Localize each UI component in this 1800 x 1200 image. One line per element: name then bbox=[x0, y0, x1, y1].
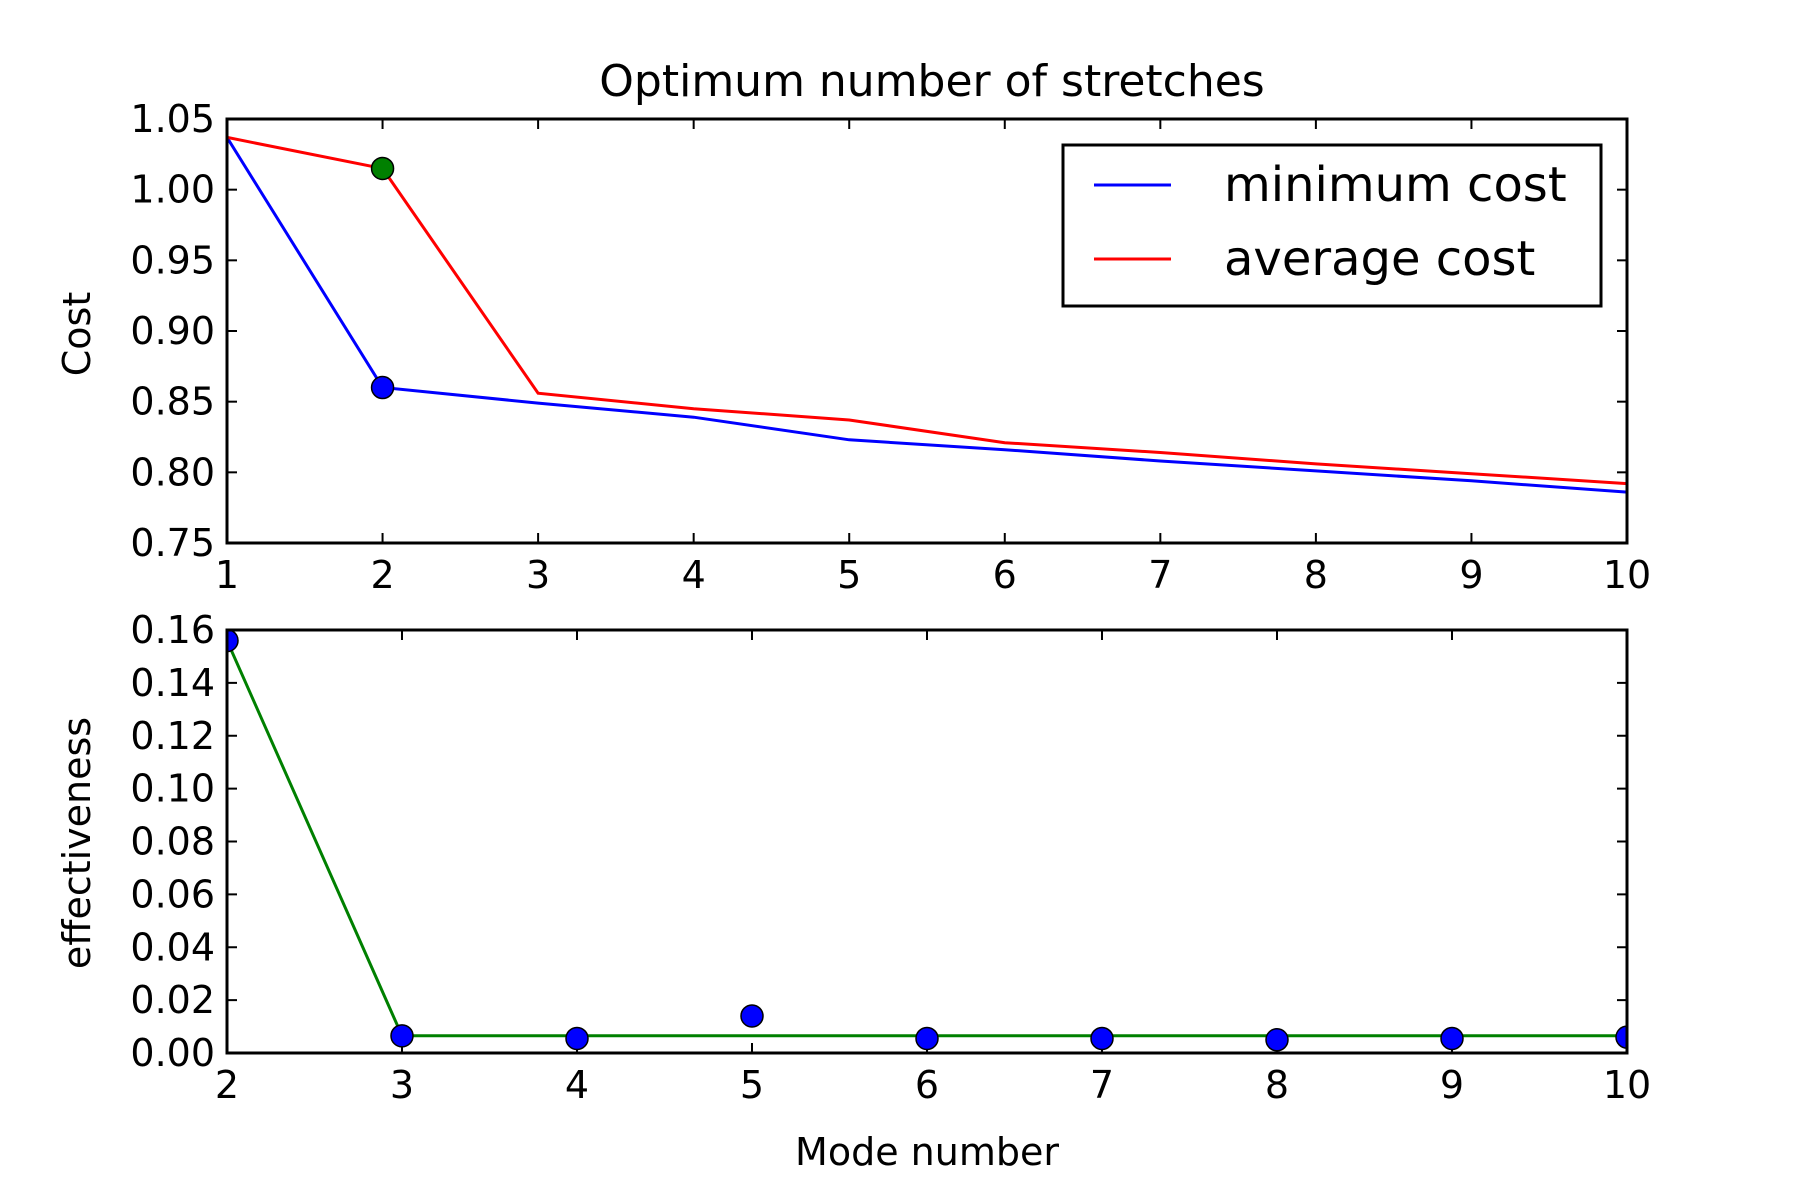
y-tick-label: 0.75 bbox=[130, 521, 215, 565]
series-line-minimum-cost bbox=[227, 136, 1627, 494]
y-tick-label: 0.16 bbox=[130, 608, 215, 652]
x-tick-label: 7 bbox=[1148, 553, 1172, 597]
x-tick-label: 4 bbox=[682, 553, 706, 597]
y-tick-label: 1.05 bbox=[130, 97, 215, 141]
effectiveness-plot-area: 2 3 4 5 6 7 8 9 10 0.00 0.02 0.04 0.06 0.08 0.10 0.12 0.… bbox=[130, 608, 1651, 1107]
series-line-average-cost bbox=[227, 135, 1627, 486]
legend: minimum cost average cost bbox=[1061, 143, 1603, 308]
y-tick-label: 1.00 bbox=[130, 168, 215, 212]
y-tick-label: 0.14 bbox=[130, 661, 215, 705]
y-tick-label: 0.90 bbox=[130, 309, 215, 353]
x-tick-label: 2 bbox=[215, 1063, 239, 1107]
chart-title: Optimum number of stretches bbox=[599, 56, 1264, 107]
x-tick-label: 7 bbox=[1090, 1063, 1114, 1107]
y-tick-label: 0.04 bbox=[130, 925, 215, 969]
scatter-point bbox=[1090, 1026, 1114, 1051]
scatter-point bbox=[1265, 1028, 1289, 1052]
x-tick-label: 5 bbox=[837, 553, 861, 597]
y-tick-label: 0.00 bbox=[130, 1031, 215, 1075]
y-tick-label: 0.12 bbox=[130, 714, 215, 758]
cost-plot-frame bbox=[225, 117, 1629, 545]
cost-plot-area: 1 2 3 4 5 6 7 8 9 10 0.75 0.80 0.85 0.90 0.95 1.00 1.05 bbox=[130, 97, 1651, 597]
scatter-point bbox=[1615, 1025, 1627, 1049]
plot-marks bbox=[227, 630, 1627, 1052]
highlight-marker bbox=[370, 375, 395, 400]
x-tick-label: 10 bbox=[1603, 553, 1651, 597]
y-axis-label: Cost bbox=[55, 292, 99, 376]
y-tick-label: 0.80 bbox=[130, 450, 215, 494]
y-tick-label: 0.02 bbox=[130, 978, 215, 1022]
legend-label-average-cost: average cost bbox=[1224, 231, 1535, 287]
highlight-marker bbox=[370, 156, 395, 181]
y-axis-label: effectiveness bbox=[55, 717, 99, 969]
legend-box bbox=[1061, 143, 1603, 308]
x-tick-label: 10 bbox=[1603, 1063, 1651, 1107]
x-tick-label: 4 bbox=[565, 1063, 589, 1107]
y-tick-label: 0.95 bbox=[130, 238, 215, 282]
legend-label-minimum-cost: minimum cost bbox=[1224, 157, 1567, 213]
scatter-point bbox=[390, 1024, 414, 1048]
scatter-point bbox=[227, 630, 239, 653]
x-tick-label: 8 bbox=[1304, 553, 1328, 597]
x-tick-label: 2 bbox=[370, 553, 394, 597]
scatter-point bbox=[740, 1004, 764, 1028]
y-tick-label: 0.06 bbox=[130, 872, 215, 916]
x-tick-label: 6 bbox=[915, 1063, 939, 1107]
x-tick-label: 1 bbox=[215, 553, 239, 597]
effectiveness-chart: effectiveness Mode number 2 3 4 5 6 7 8 9 10 0.00… bbox=[55, 608, 1651, 1174]
x-tick-label: 9 bbox=[1459, 553, 1483, 597]
x-tick-label: 6 bbox=[993, 553, 1017, 597]
plot-marks bbox=[227, 135, 1627, 494]
scatter-point bbox=[565, 1026, 589, 1051]
x-tick-label: 3 bbox=[390, 1063, 414, 1107]
scatter-point bbox=[1440, 1026, 1464, 1051]
x-tick-label: 3 bbox=[526, 553, 550, 597]
x-axis-label: Mode number bbox=[795, 1130, 1059, 1174]
y-tick-label: 0.10 bbox=[130, 767, 215, 811]
x-tick-label: 8 bbox=[1265, 1063, 1289, 1107]
scatter-point bbox=[915, 1026, 939, 1051]
x-tick-label: 5 bbox=[740, 1063, 764, 1107]
y-tick-label: 0.85 bbox=[130, 380, 215, 424]
y-tick-label: 0.08 bbox=[130, 820, 215, 864]
effectiveness-plot-frame bbox=[225, 628, 1629, 1055]
x-tick-label: 9 bbox=[1440, 1063, 1464, 1107]
cost-chart: Optimum number of stretches Cost 1 2 3 4 5 6 7… bbox=[55, 56, 1651, 597]
